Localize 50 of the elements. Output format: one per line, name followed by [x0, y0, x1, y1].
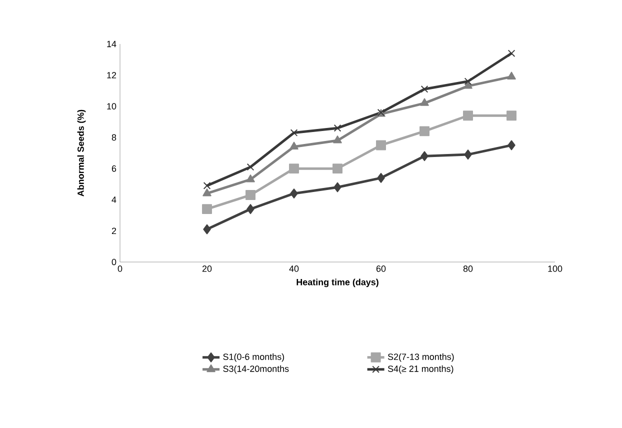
x-tick-label: 100: [548, 266, 562, 272]
point: [334, 124, 342, 132]
x-tick-label: 40: [289, 266, 299, 272]
x-tick-label: 0: [118, 266, 122, 272]
y-tick-label: 10: [107, 103, 116, 110]
point: [377, 172, 385, 183]
y-tick-label: 2: [112, 228, 116, 234]
point: [420, 126, 430, 136]
point: [290, 188, 298, 198]
point: [203, 182, 211, 190]
legend-label: S1(0-6 months): [223, 353, 284, 362]
point: [202, 188, 212, 196]
x-tick-label: 60: [376, 266, 386, 272]
y-axis-title: Abnormal Seeds (%): [77, 110, 86, 196]
point: [246, 204, 254, 214]
point: [508, 140, 516, 150]
point: [420, 85, 428, 93]
point: [246, 190, 256, 200]
point: [246, 163, 254, 171]
point: [420, 151, 428, 162]
point: [290, 129, 298, 136]
legend-label: S4(≥ 21 months): [388, 365, 454, 374]
point: [507, 72, 516, 80]
point: [463, 110, 473, 121]
x-axis-title: Heating time (days): [296, 278, 378, 288]
point: [333, 136, 342, 144]
point: [376, 140, 386, 150]
y-tick-label: 4: [112, 196, 116, 203]
legend-label: S2(7-13 months): [388, 353, 454, 362]
y-tick-label: 12: [107, 72, 116, 78]
point: [334, 182, 342, 192]
point: [420, 98, 429, 106]
point: [246, 174, 255, 182]
y-tick-label: 6: [112, 165, 116, 172]
point: [202, 204, 212, 214]
x-tick-label: 80: [463, 266, 473, 272]
point: [464, 78, 472, 86]
y-tick-label: 8: [112, 134, 116, 141]
point: [332, 164, 342, 174]
point: [203, 224, 211, 234]
x-tick-label: 20: [202, 266, 212, 272]
y-tick-label: 0: [112, 258, 116, 266]
point: [290, 142, 298, 150]
point: [506, 110, 516, 121]
point: [508, 50, 516, 58]
point: [464, 150, 472, 160]
point: [289, 164, 299, 174]
y-tick-label: 14: [107, 40, 116, 48]
legend-label: S3(14-20months: [223, 365, 289, 374]
point: [464, 81, 472, 89]
